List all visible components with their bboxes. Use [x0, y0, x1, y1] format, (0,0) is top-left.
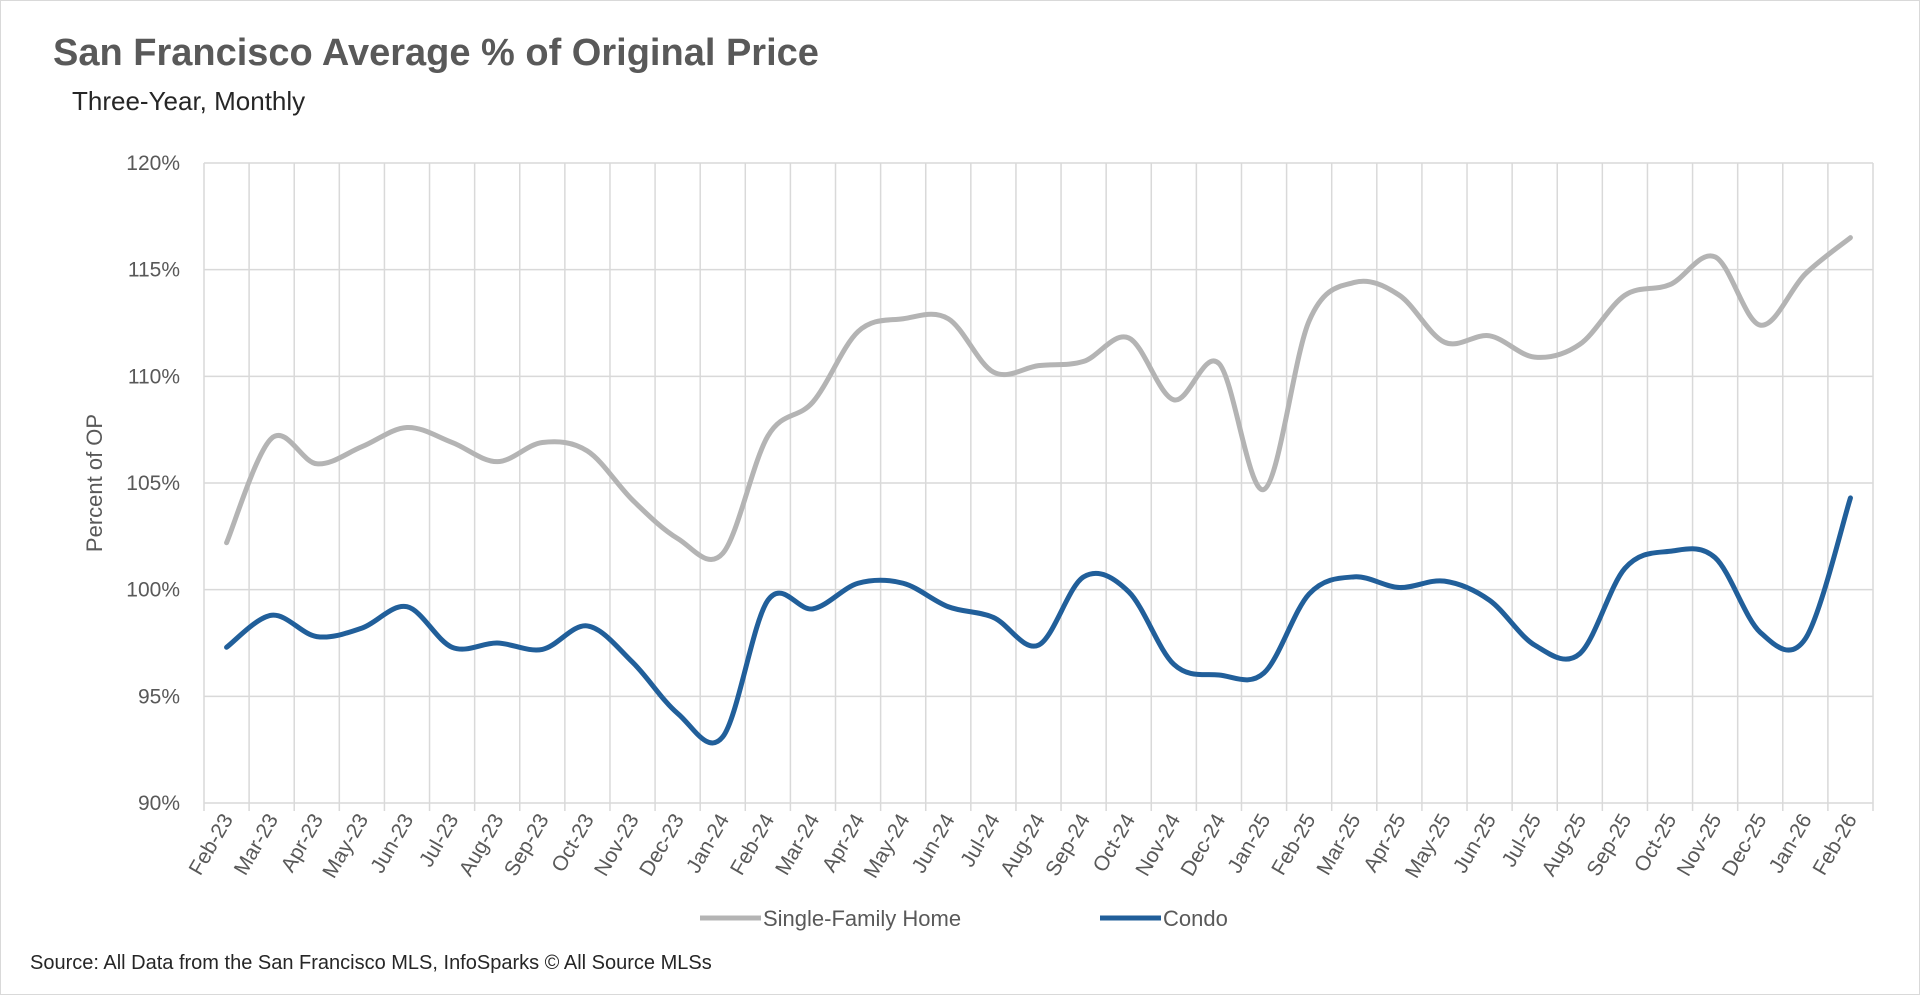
x-tick-label: Dec-25 — [1718, 810, 1772, 880]
series-lines — [224, 235, 1853, 746]
y-axis-ticks: 90% 95% 100% 105% 110% 115% 120% — [126, 152, 180, 815]
legend-label: Condo — [1163, 906, 1228, 931]
series-line-single-family-home — [224, 235, 1853, 562]
x-tick-label: Jul-23 — [415, 810, 464, 871]
x-tick-label: Jul-25 — [1497, 810, 1546, 871]
y-tick-label: 105% — [126, 472, 180, 495]
legend-item: Single-Family Home — [700, 906, 961, 931]
y-tick-label: 120% — [126, 152, 180, 175]
x-tick-label: Jul-24 — [956, 810, 1005, 871]
x-tick-label: Feb-26 — [1809, 810, 1862, 879]
legend-label: Single-Family Home — [763, 906, 961, 931]
legend-item: Condo — [1100, 906, 1228, 931]
x-tick-label: Sep-24 — [1041, 810, 1095, 880]
x-tick-label: Jun-24 — [908, 810, 960, 877]
chart-subtitle: Three-Year, Monthly — [72, 86, 306, 116]
x-tick-label: Sep-23 — [500, 810, 554, 880]
x-axis-ticks: Feb-23Mar-23Apr-23May-23Jun-23Jul-23Aug-… — [185, 810, 1862, 882]
y-tick-label: 90% — [138, 792, 180, 815]
x-tick-label: Sep-25 — [1582, 810, 1636, 880]
series-line-condo — [224, 495, 1853, 746]
source-note: Source: All Data from the San Francisco … — [30, 952, 712, 974]
chart-title: San Francisco Average % of Original Pric… — [53, 32, 819, 74]
y-tick-label: 100% — [126, 579, 180, 602]
x-tick-label: Jun-23 — [366, 810, 418, 877]
y-tick-label: 115% — [128, 259, 180, 282]
gridlines — [203, 162, 1874, 811]
x-tick-label: Dec-23 — [635, 810, 689, 880]
y-axis-label: Percent of OP — [82, 414, 107, 552]
x-tick-label: Mar-24 — [771, 810, 824, 879]
y-tick-label: 110% — [128, 365, 180, 388]
legend: Single-Family Home Condo — [700, 906, 1228, 931]
x-tick-label: Dec-24 — [1176, 810, 1230, 880]
x-tick-label: Jun-25 — [1449, 810, 1501, 877]
x-tick-label: Mar-25 — [1312, 810, 1365, 879]
x-tick-label: Mar-23 — [230, 810, 283, 879]
y-tick-label: 95% — [138, 685, 180, 708]
x-tick-label: May-24 — [860, 810, 915, 882]
